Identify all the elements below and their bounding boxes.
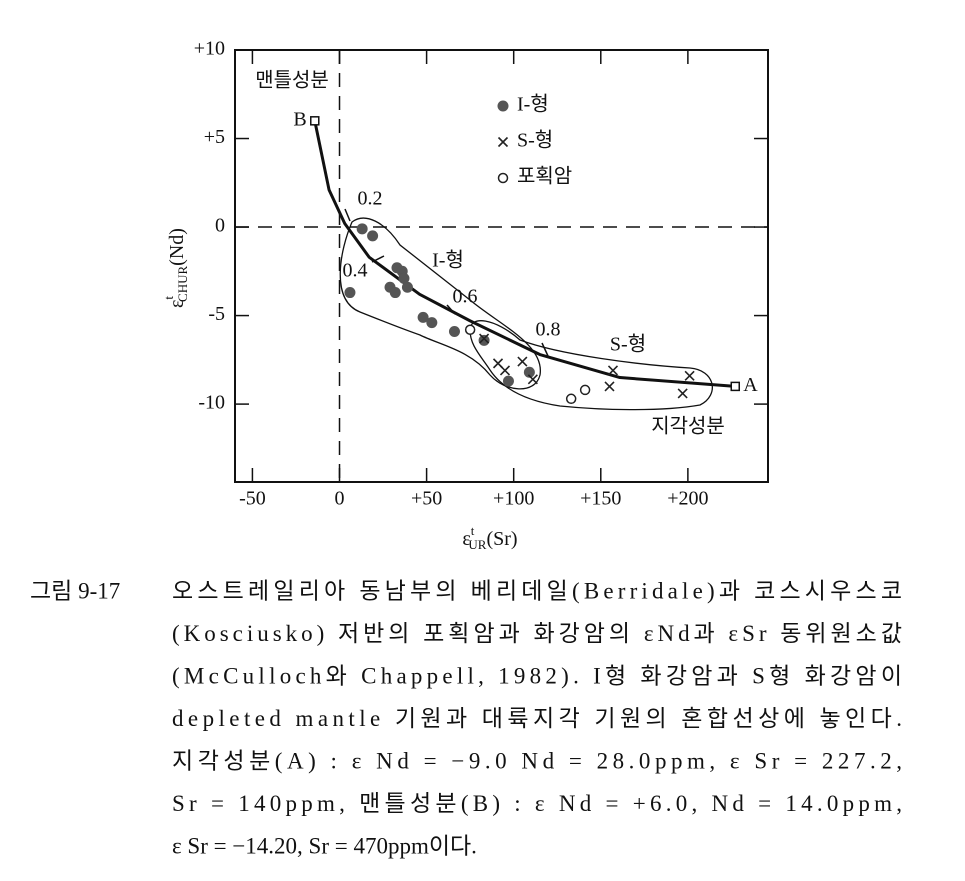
legend-marker [497, 100, 509, 112]
caption-label: 그림 9-17 [30, 578, 120, 603]
x-tick-label: 0 [335, 488, 345, 510]
x-axis-label-sub: UR [468, 537, 486, 552]
data-point [527, 374, 538, 385]
data-point [607, 365, 619, 376]
annotation: 맨틀성분 [255, 69, 329, 92]
data-point [398, 272, 410, 284]
data-point [499, 365, 511, 376]
data-point [502, 375, 514, 387]
mixing-fraction-label: 0.8 [536, 319, 561, 341]
mixing-tick [371, 255, 385, 263]
caption-line: 지각성분(A) : ε Nd = −9.0 Nd = 28.0ppm, ε Sr… [172, 748, 902, 773]
x-tick-label: +100 [493, 488, 534, 510]
data-point [356, 223, 368, 235]
x-tick-label: -50 [239, 488, 266, 510]
legend-marker [497, 172, 509, 184]
y-axis-label: εtCHUR(Nd) [161, 228, 190, 308]
endmember [310, 116, 320, 126]
data-point [479, 333, 490, 344]
legend-marker [497, 136, 509, 148]
data-point [677, 388, 688, 399]
annotation: S-형 [610, 333, 646, 356]
caption-line: (Kosciusko) 저반의 포획암과 화강암의 εNd과 εSr 동위원소값 [172, 621, 902, 646]
data-point [448, 326, 460, 338]
caption-line: Sr = 140ppm, 맨틀성분(B) : ε Nd = +6.0, Nd =… [172, 791, 902, 816]
data-point [417, 311, 429, 323]
y-tick-label: -5 [208, 303, 225, 325]
mixing-tick [446, 304, 456, 315]
data-point [579, 384, 591, 396]
data-point [401, 281, 413, 293]
y-tick-label: 0 [215, 215, 225, 237]
data-point [565, 393, 577, 405]
data-point [344, 287, 356, 299]
data-point [517, 356, 528, 367]
data-point [523, 366, 535, 378]
annotation: I-형 [432, 249, 464, 272]
data-point [604, 381, 615, 392]
i-type-field [339, 217, 541, 390]
x-tick-label: +50 [411, 488, 442, 510]
data-point [389, 287, 401, 299]
x-axis-label-sup: t [471, 523, 475, 538]
data-point [426, 317, 438, 329]
data-point [478, 334, 490, 346]
mixing-fraction-label: 0.2 [358, 188, 383, 210]
y-tick-label: -10 [198, 392, 225, 414]
caption-line: (McCulloch와 Chappell, 1982). I형 화강암과 S형 … [172, 663, 902, 688]
endmember-label: B [293, 108, 306, 130]
mixing-curve [313, 120, 736, 388]
mixing-tick [344, 208, 351, 222]
x-axis-label: εt UR(Sr) [462, 523, 517, 552]
plot-frame [234, 49, 769, 483]
data-point [464, 324, 476, 335]
x-axis-label-symbol: ε [462, 528, 470, 550]
data-point [367, 230, 379, 242]
legend-label: S-형 [517, 129, 553, 152]
s-type-field [469, 320, 713, 411]
mixing-tick [541, 342, 549, 357]
annotation: 지각성분 [651, 415, 725, 438]
caption-line: depleted mantle 기원과 대륙지각 기원의 혼합선상에 놓인다. [172, 706, 902, 731]
legend-label: 포획암 [517, 165, 572, 188]
endmember-label: A [743, 374, 758, 396]
y-axis-label-sup: t [161, 296, 176, 300]
x-axis-label-unit: (Sr) [486, 528, 517, 550]
caption-line: ε Sr = −14.20, Sr = 470ppm이다. [172, 833, 477, 858]
mixing-fraction-label: 0.6 [453, 286, 478, 308]
mixing-fraction-label: 0.4 [343, 260, 368, 282]
endmember [730, 381, 741, 392]
y-tick-label: +10 [194, 38, 225, 60]
y-tick-label: +5 [204, 126, 225, 148]
legend-label: I-형 [517, 93, 549, 116]
data-point [684, 370, 695, 381]
y-axis-label-unit: (Nd) [166, 228, 188, 266]
y-axis-label-sub: CHUR [175, 265, 190, 301]
x-tick-label: +200 [667, 488, 708, 510]
caption-line: 오스트레일리아 동남부의 베리데일(Berridale)과 코스시우스코 [172, 578, 902, 603]
x-tick-label: +150 [580, 488, 621, 510]
y-axis-label-symbol: ε [166, 300, 188, 308]
